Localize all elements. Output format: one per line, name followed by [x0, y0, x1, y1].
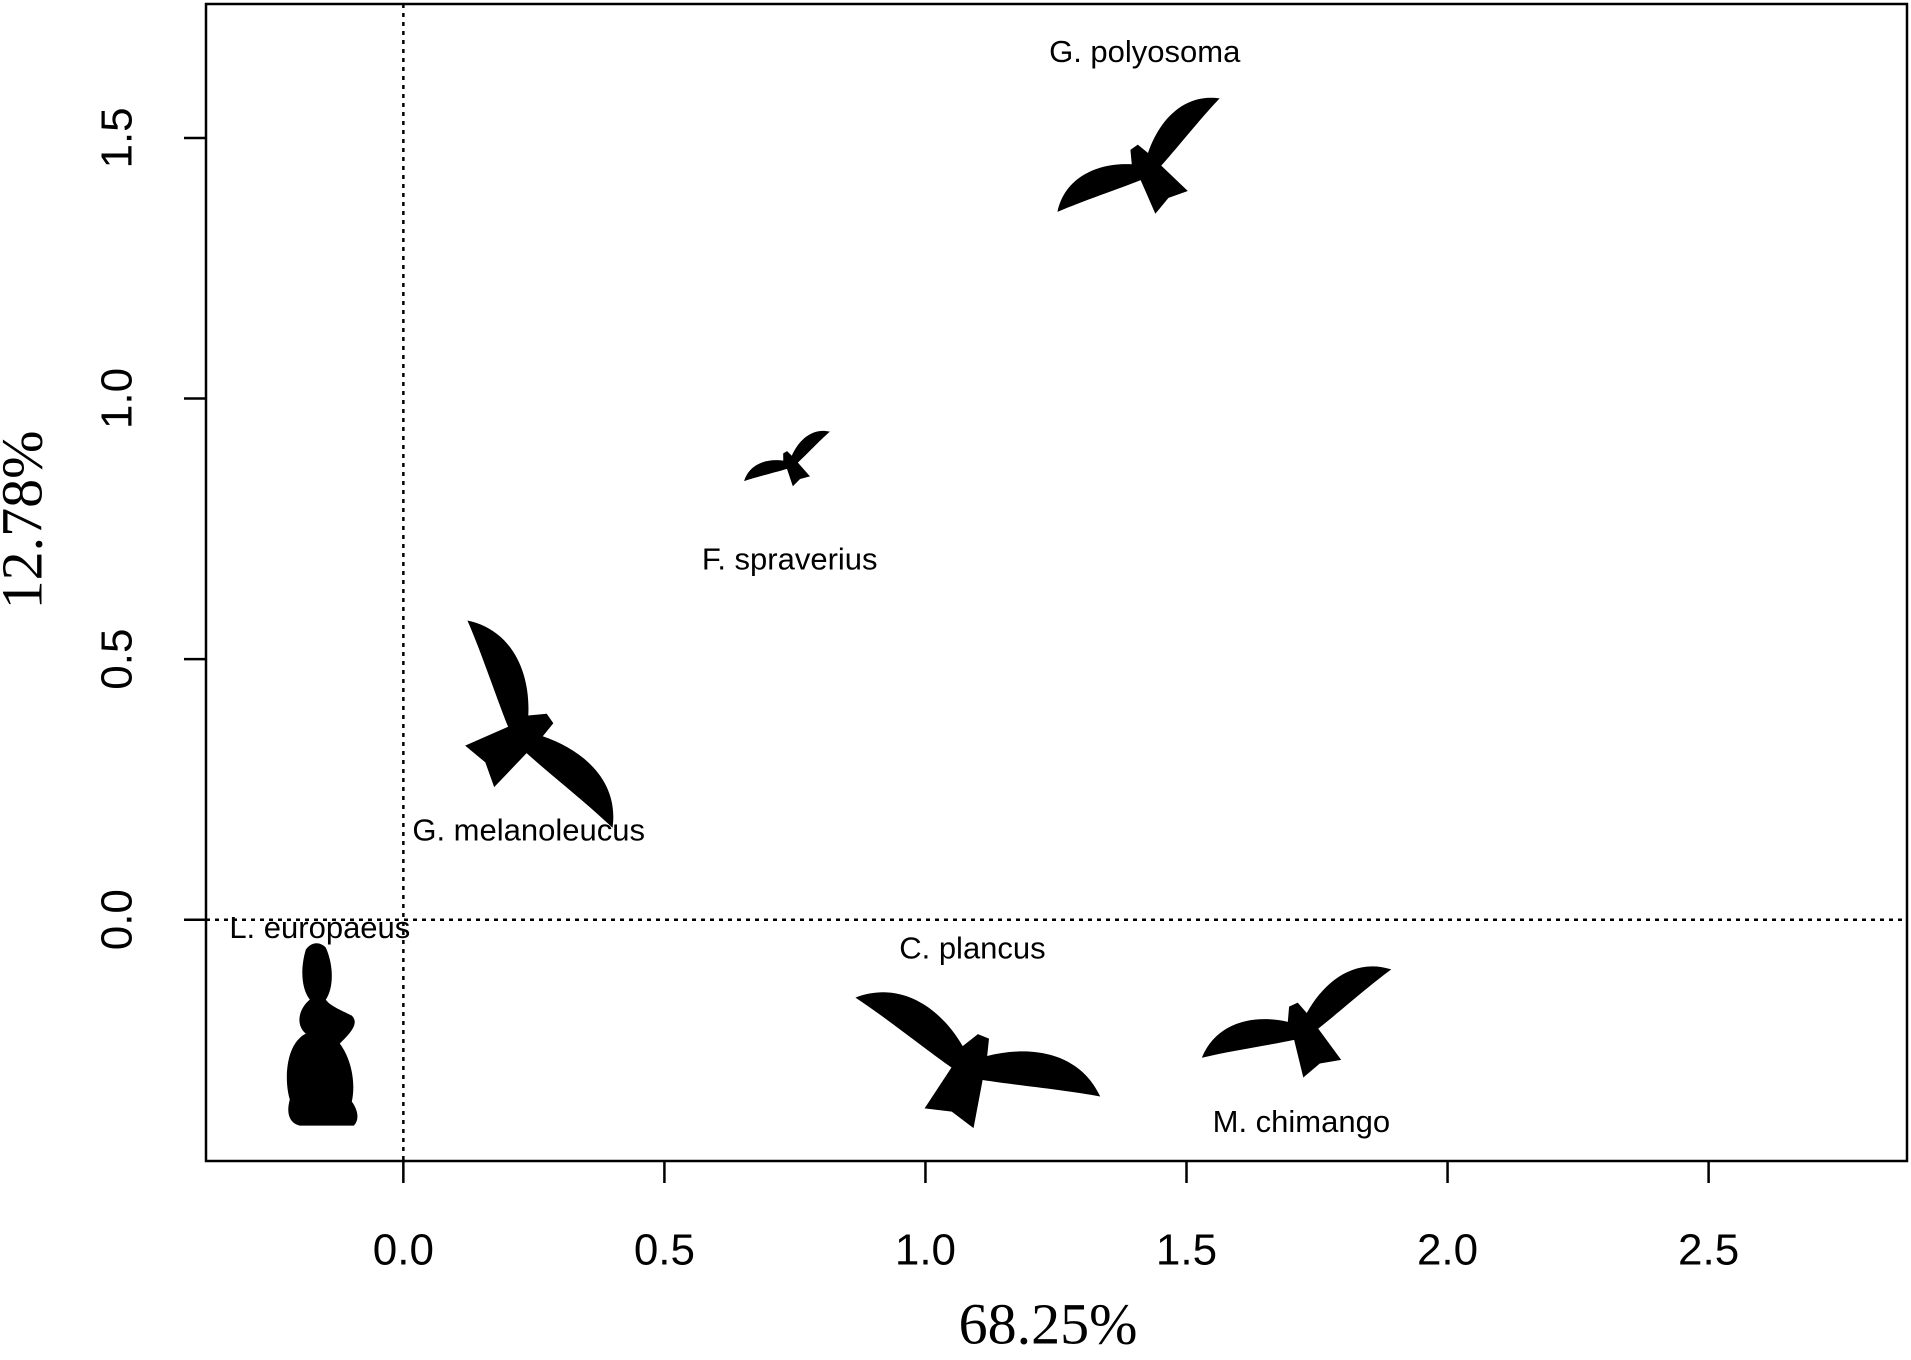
plot-frame — [204, 2, 1909, 1163]
y-tick-label: 1.5 — [93, 107, 142, 168]
y-tick-label: 0.0 — [93, 889, 142, 950]
point-label: G. polyosoma — [1049, 34, 1241, 69]
bird-silhouette — [744, 430, 830, 487]
bird-silhouette — [1057, 97, 1220, 214]
bird-silhouette — [465, 620, 614, 828]
rabbit-silhouette — [286, 943, 358, 1126]
point-label: L. europaeus — [229, 910, 410, 945]
x-tick-label: 0.0 — [373, 1226, 434, 1275]
y-tick-label: 1.0 — [93, 368, 142, 429]
x-tick-label: 2.0 — [1417, 1226, 1478, 1275]
bird-silhouette — [1201, 966, 1392, 1078]
x-tick-label: 1.5 — [1156, 1226, 1217, 1275]
point-label: G. melanoleucus — [412, 812, 645, 847]
point-label: F. spraverius — [702, 541, 878, 576]
x-tick-label: 2.5 — [1678, 1226, 1739, 1275]
x-tick-label: 1.0 — [895, 1226, 956, 1275]
point-label: M. chimango — [1213, 1104, 1390, 1139]
bird-silhouette — [855, 992, 1101, 1129]
x-tick-label: 0.5 — [634, 1226, 695, 1275]
x-axis-title: 68.25% — [959, 1291, 1138, 1355]
y-axis-title: 12.78% — [0, 431, 54, 610]
point-label: C. plancus — [899, 931, 1045, 966]
y-tick-label: 0.5 — [93, 629, 142, 690]
